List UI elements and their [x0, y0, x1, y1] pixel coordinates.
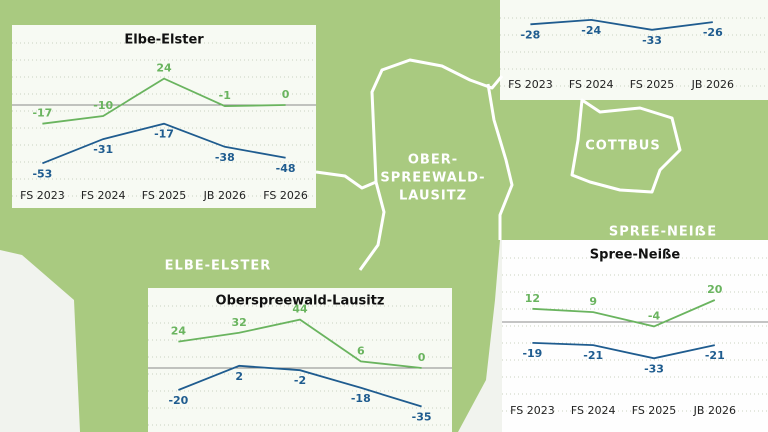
data-label: 32	[232, 316, 247, 329]
data-label: 9	[589, 295, 597, 308]
data-label: -20	[168, 394, 188, 407]
x-tick-label: JB 2026	[693, 404, 736, 417]
border	[486, 83, 514, 240]
border	[358, 181, 386, 271]
data-label: 6	[357, 344, 365, 357]
data-label: -19	[522, 347, 542, 360]
data-label: 44	[292, 303, 308, 316]
series-line	[178, 318, 422, 369]
map-label: ELBE-ELSTER	[165, 259, 272, 274]
panel-title: Oberspreewald-Lausitz	[216, 294, 385, 309]
data-label: -31	[93, 143, 113, 156]
data-label: 20	[707, 283, 723, 296]
panel-background	[502, 240, 768, 432]
data-label: -33	[642, 34, 662, 47]
data-label: -17	[154, 128, 174, 141]
chart-panel: Spree-Neiße FS 2023 FS 2024 FS 2025 JB 2026 1…	[502, 240, 768, 432]
data-label: 12	[525, 292, 540, 305]
data-label: 24	[156, 62, 172, 75]
data-label: -1	[219, 89, 231, 102]
data-label: 0	[418, 351, 426, 364]
x-tick-label: FS 2023	[508, 78, 553, 91]
x-tick-label: FS 2025	[142, 189, 187, 202]
district-borders	[315, 58, 682, 271]
series-line	[530, 18, 713, 31]
data-label: -2	[294, 374, 306, 387]
data-label: -35	[412, 411, 432, 424]
x-tick-label: FS 2026	[263, 189, 308, 202]
data-label: -21	[705, 349, 725, 362]
data-label: -10	[93, 99, 113, 112]
data-label: 0	[282, 88, 290, 101]
series-line	[42, 122, 286, 165]
data-label: -28	[520, 28, 540, 41]
map-label: SPREE-NEIẞE	[609, 225, 717, 240]
series-line	[532, 342, 715, 360]
series-line	[42, 77, 286, 125]
series-line	[532, 299, 716, 328]
x-tick-label: FS 2025	[632, 404, 677, 417]
x-tick-label: JB 2026	[203, 189, 246, 202]
map-label: LAUSITZ	[399, 189, 467, 204]
data-label: 2	[235, 370, 243, 383]
series-line	[178, 364, 422, 408]
data-label: -18	[351, 392, 371, 405]
chart-panel: Oberspreewald-Lausitz 24 32 44 6 0 -20 2 -2 -18 -3…	[148, 288, 452, 432]
x-tick-label: FS 2023	[20, 189, 65, 202]
data-label: 24	[171, 325, 187, 338]
border	[315, 58, 504, 190]
data-label: -17	[32, 107, 52, 120]
data-label: -24	[581, 24, 601, 37]
chart-panel: Elbe-Elster FS 2023 FS 2024 FS 2025 JB 2026 F…	[12, 25, 316, 208]
panel-title: Elbe-Elster	[124, 33, 204, 48]
data-label: -38	[215, 151, 235, 164]
map-label: SPREEWALD-	[380, 171, 485, 186]
x-tick-label: FS 2025	[630, 78, 675, 91]
panel-title: Spree-Neiße	[590, 248, 681, 263]
x-tick-label: JB 2026	[691, 78, 734, 91]
x-tick-label: FS 2024	[569, 78, 614, 91]
x-tick-label: FS 2024	[81, 189, 126, 202]
map-label: COTTBUS	[585, 139, 660, 154]
map-label: OBER-	[408, 153, 458, 168]
cottbus-border	[570, 98, 682, 194]
x-tick-label: FS 2023	[510, 404, 555, 417]
data-label: -48	[276, 162, 296, 175]
chart-panel: FS 2023 FS 2024 FS 2025 JB 2026 -28 -24 -33 -26	[500, 0, 768, 100]
x-tick-label: FS 2024	[571, 404, 616, 417]
panel-background	[500, 0, 768, 100]
data-label: -26	[703, 26, 723, 39]
data-label: -53	[32, 167, 52, 180]
data-label: -21	[583, 349, 603, 362]
data-label: -33	[644, 362, 664, 375]
panel-background	[12, 25, 316, 208]
data-label: -4	[648, 309, 661, 322]
